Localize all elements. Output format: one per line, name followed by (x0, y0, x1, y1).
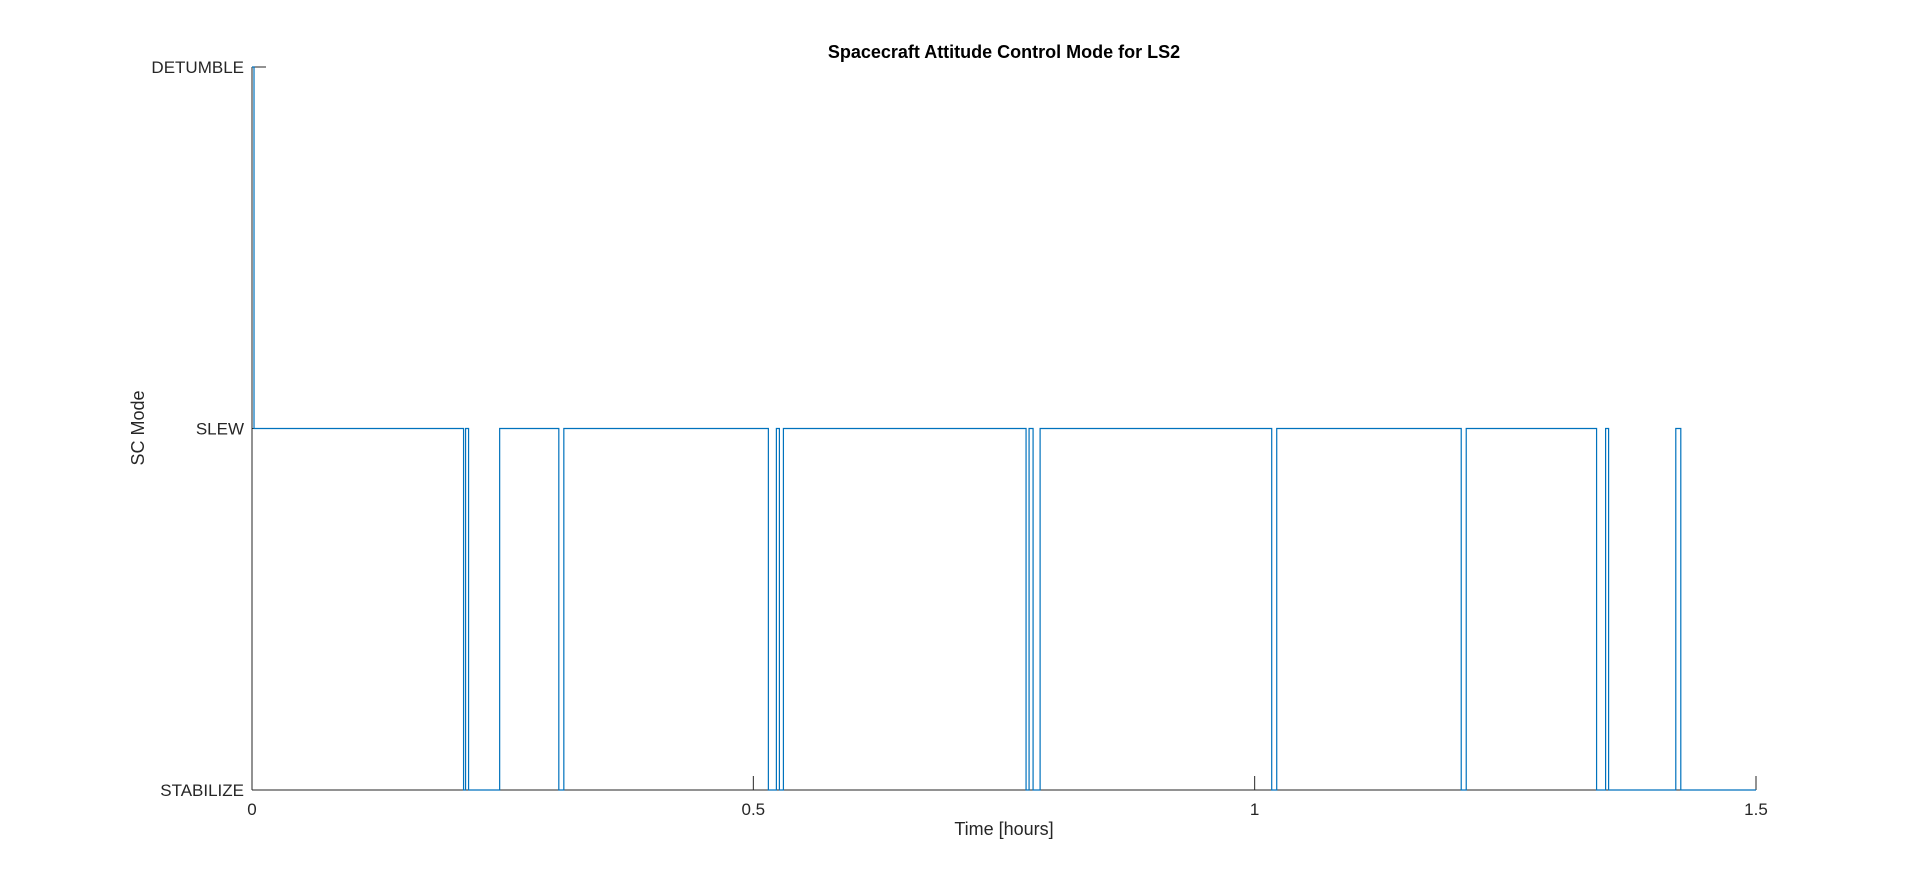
y-tick-label: STABILIZE (160, 781, 244, 800)
y-tick-label: DETUMBLE (151, 58, 244, 77)
x-tick-label: 1 (1250, 800, 1259, 819)
x-tick-label: 1.5 (1744, 800, 1768, 819)
x-axis-label: Time [hours] (954, 819, 1053, 839)
mode-series-line (252, 66, 1756, 791)
y-tick-label: SLEW (196, 420, 244, 439)
chart-title: Spacecraft Attitude Control Mode for LS2 (828, 42, 1180, 62)
axis-ticks: 0 0.5 1 1.5 STABILIZE SLEW DETUMBLE (151, 58, 1767, 819)
y-axis-label: SC Mode (128, 390, 148, 465)
x-tick-label: 0 (247, 800, 256, 819)
x-tick-label: 0.5 (742, 800, 766, 819)
